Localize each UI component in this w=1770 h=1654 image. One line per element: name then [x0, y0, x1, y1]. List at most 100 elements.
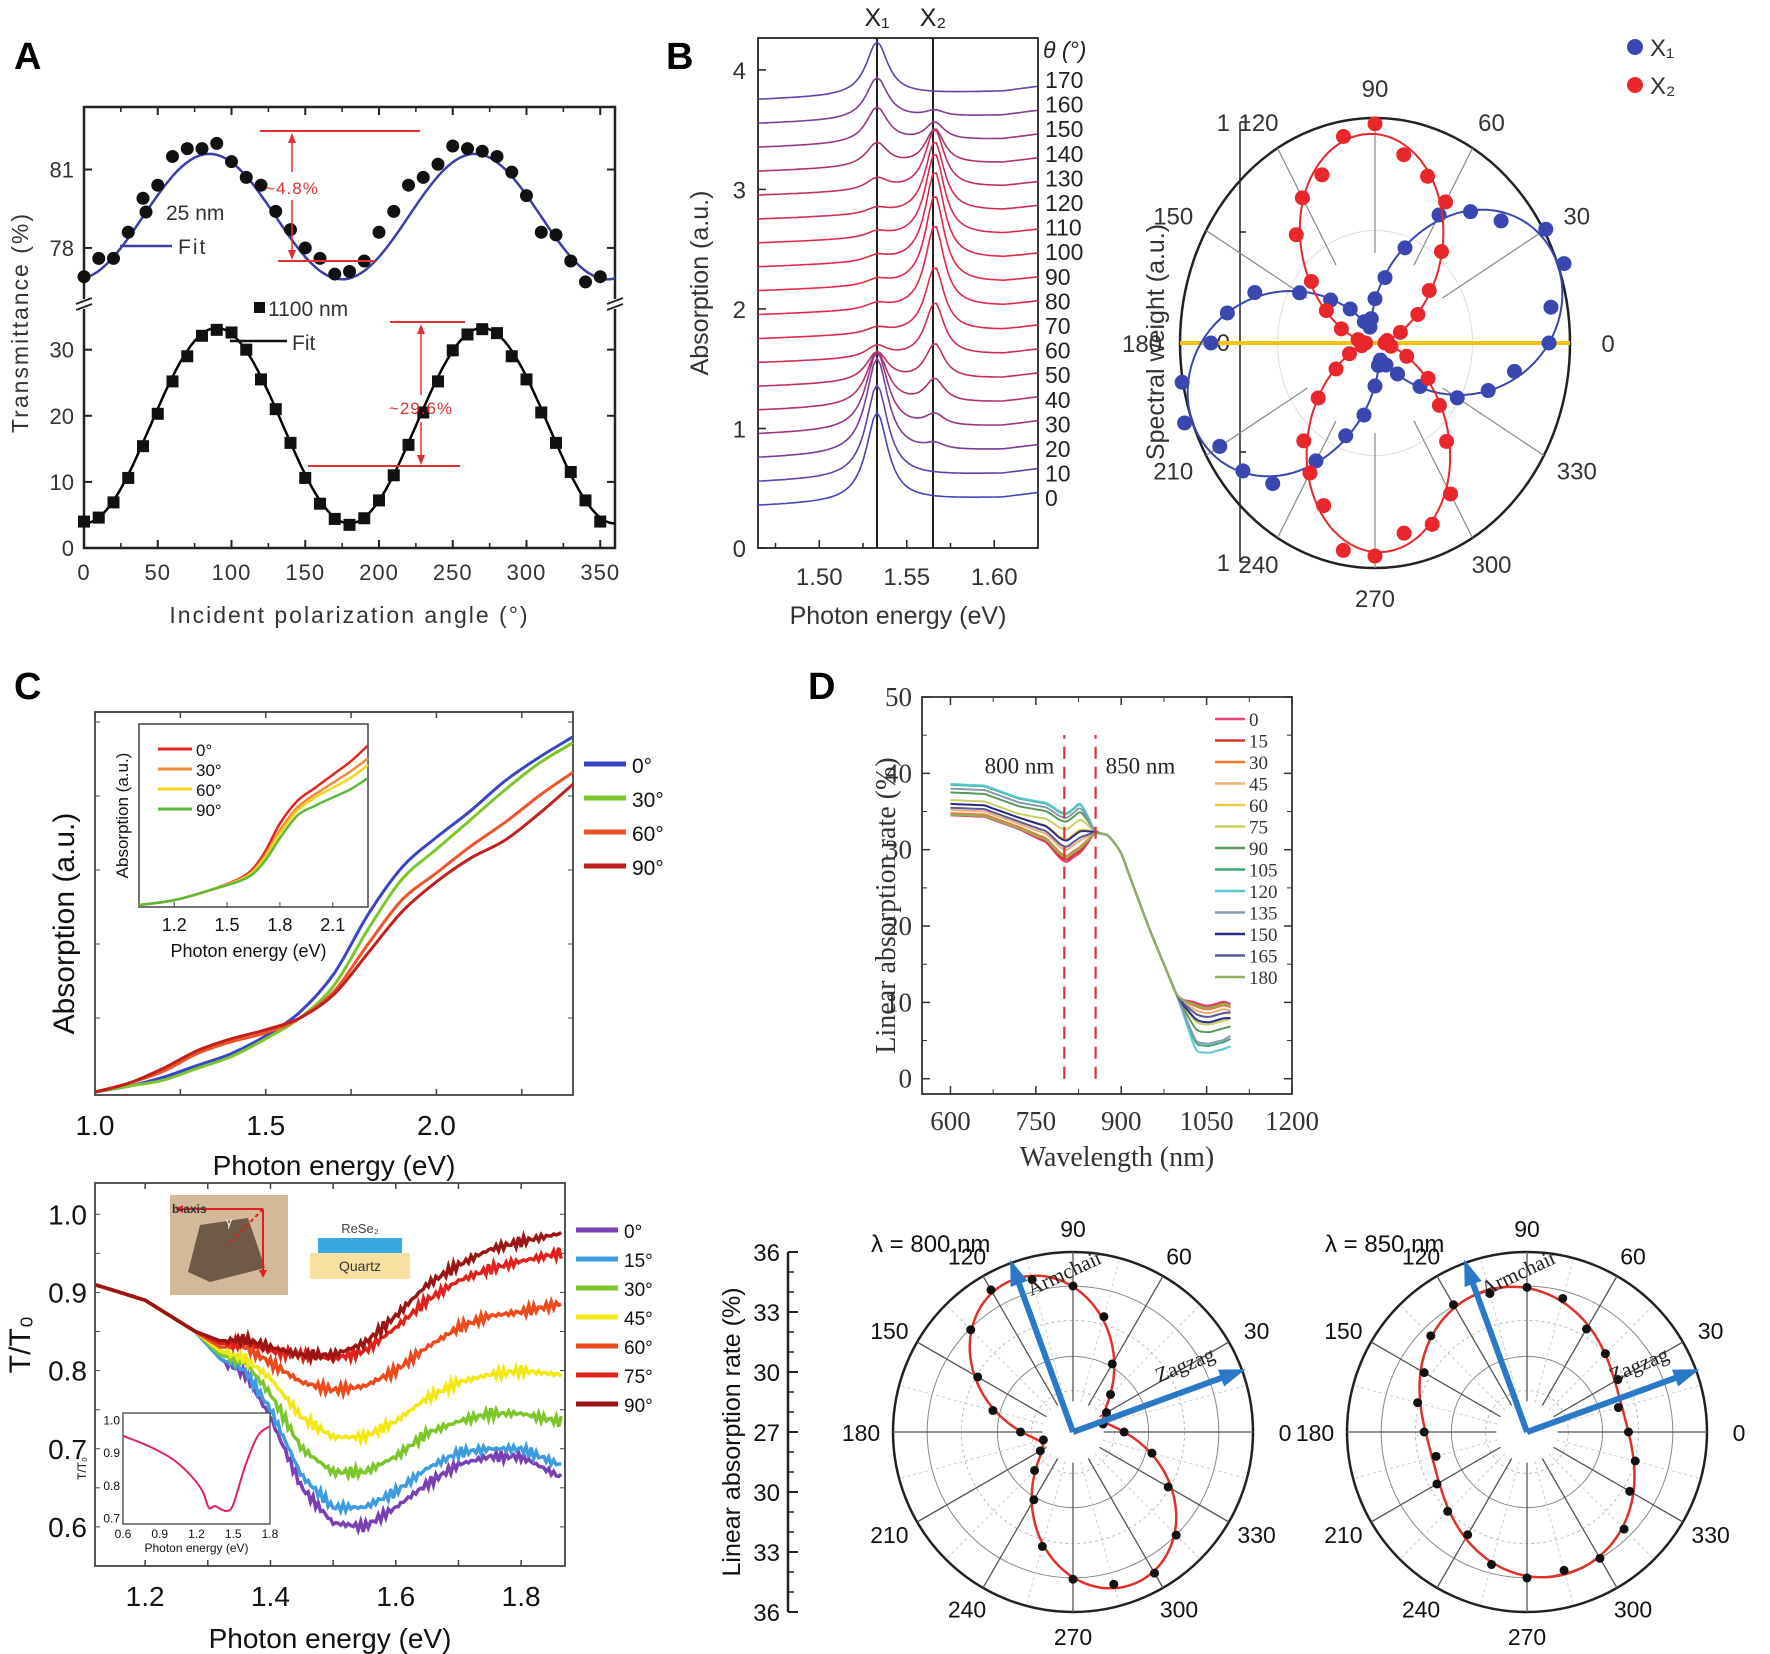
inset-x-tick-label: 2.1	[320, 915, 345, 935]
panel-d-polar-850: 0306090120150180210240270300330ArmchairZ…	[1296, 1216, 1746, 1650]
data-point	[1068, 1281, 1078, 1291]
legend-title: θ (°)	[1043, 37, 1086, 63]
data-point-25nm	[107, 251, 120, 265]
data-point-25nm	[121, 225, 135, 239]
polar-minor-spoke	[1534, 1461, 1575, 1606]
data-point	[1619, 1524, 1629, 1534]
data-point-x1	[1378, 357, 1394, 373]
polar-angle-label: 330	[1237, 1522, 1275, 1548]
y-axis-label: Transmittance (%)	[7, 212, 33, 433]
plot-frame	[82, 105, 617, 550]
data-point-1100nm	[446, 344, 459, 357]
legend-label: 0°	[624, 1222, 642, 1243]
y-tick-label: 10	[885, 987, 912, 1017]
y-tick-label: 81	[50, 158, 74, 183]
data-point	[1613, 1375, 1623, 1385]
inset-x-tick-label: 0.9	[151, 1527, 168, 1541]
x-tick-label: 0	[77, 560, 90, 585]
data-point-x1	[1265, 476, 1281, 492]
x-tick-label: 1.5	[246, 1110, 285, 1141]
data-point-25nm	[490, 149, 504, 163]
legend-label: 30	[1249, 753, 1268, 774]
data-point	[1147, 1448, 1157, 1458]
y-tick-label: 20	[885, 911, 912, 941]
legend-label-fit: Fit	[292, 332, 315, 355]
data-point	[1625, 1486, 1635, 1496]
polar-angle-label: 300	[1471, 552, 1511, 579]
series-line-0°	[94, 735, 574, 1094]
data-point-1100nm	[181, 350, 194, 363]
polar-spoke	[1087, 1458, 1164, 1589]
data-point-x1	[1449, 390, 1465, 406]
data-point-x1	[1377, 270, 1393, 286]
polar-minor-spoke	[1025, 1258, 1066, 1403]
panel-d-polar-800: 36 33 30 27 30 33 36 Linear absorption rate (%)…	[718, 1216, 1291, 1650]
data-point-x1	[1342, 301, 1358, 317]
radial-tick-label: 33	[753, 1300, 780, 1327]
data-point	[1613, 1403, 1623, 1413]
axis-break-mark	[606, 303, 624, 311]
data-point-1100nm	[284, 436, 297, 449]
theta-label: 50	[1045, 362, 1071, 388]
data-point	[1107, 1359, 1117, 1369]
series-line-90°	[94, 1229, 563, 1367]
data-point-25nm	[195, 142, 209, 156]
x-axis-label: Photon energy (eV)	[209, 1623, 452, 1654]
data-point-1100nm	[343, 518, 356, 531]
y-axis-label: Spectral weight (a.u.)	[1142, 224, 1170, 460]
polar-angle-label: 300	[1614, 1597, 1652, 1623]
legend-label: 90°	[624, 1396, 653, 1417]
panel-letter-d: D	[808, 666, 836, 708]
panel-c-bottom-inset: 0.7 0.8 0.9 1.0 0.6 0.9 1.2 1.5 1.8 Photon energy…	[75, 1412, 279, 1555]
x-tick-label: 900	[1101, 1106, 1142, 1136]
layer-label-rese2: ReSe₂	[341, 1221, 379, 1236]
x-tick-label: 1050	[1180, 1106, 1234, 1136]
polar-angle-label: 30	[1698, 1318, 1724, 1344]
data-point	[1522, 1573, 1532, 1583]
polar-minor-spoke	[1479, 1258, 1520, 1403]
x-tick-label: 250	[433, 560, 473, 585]
data-point-x2	[1443, 486, 1459, 502]
polar-minor-spoke	[1399, 1304, 1506, 1411]
polar-minor-spoke	[1479, 1461, 1520, 1606]
polar-minor-spoke	[1025, 1461, 1066, 1606]
data-point-x2	[1354, 338, 1370, 354]
peak-marker-label: X₂	[920, 4, 946, 32]
wavelength-marker-label: 800 nm	[985, 754, 1055, 779]
y-tick-label: 40	[885, 758, 912, 788]
inset-x-tick-label: 0.6	[115, 1527, 132, 1541]
x-tick-label: 1.8	[502, 1581, 541, 1612]
legend-label: 30°	[632, 789, 664, 812]
data-point	[1102, 1408, 1112, 1418]
y-tick-label: 0	[899, 1064, 913, 1094]
data-point	[1559, 1565, 1569, 1575]
data-point-1100nm	[122, 471, 135, 484]
data-point-25nm	[387, 204, 401, 218]
data-point-x1	[1292, 285, 1308, 301]
inset-frame	[138, 723, 369, 908]
polar-spoke	[1436, 1275, 1513, 1406]
series-line-0	[950, 814, 1231, 1007]
polar-spoke	[1205, 230, 1308, 299]
data-point-x2	[1288, 227, 1304, 243]
data-point	[973, 1372, 983, 1382]
data-point	[1558, 1293, 1568, 1303]
data-point-x1	[1431, 207, 1447, 223]
polar-angle-label: 180	[1296, 1420, 1334, 1446]
data-point-25nm	[372, 225, 386, 239]
axis-arrowhead	[1218, 1369, 1246, 1387]
radial-tick-label: 27	[753, 1420, 780, 1447]
spectrum-line-theta-160	[757, 76, 1039, 124]
data-point	[1029, 1495, 1039, 1505]
radial-tick-label: 1	[1217, 550, 1230, 577]
panel-a-chart: 0 50 100 150 200 250 300 350 78 81 0 10 20 30 Incident…	[7, 105, 624, 628]
data-point-x2	[1367, 116, 1383, 132]
data-point	[1623, 1427, 1633, 1437]
data-point-x1	[1538, 221, 1554, 237]
legend-label: X₂	[1650, 73, 1675, 100]
y-tick-label: 50	[885, 682, 912, 712]
annotation-text: ~4.8%	[265, 179, 319, 198]
series-line-60°	[94, 771, 574, 1094]
data-point-x2	[1335, 542, 1351, 558]
